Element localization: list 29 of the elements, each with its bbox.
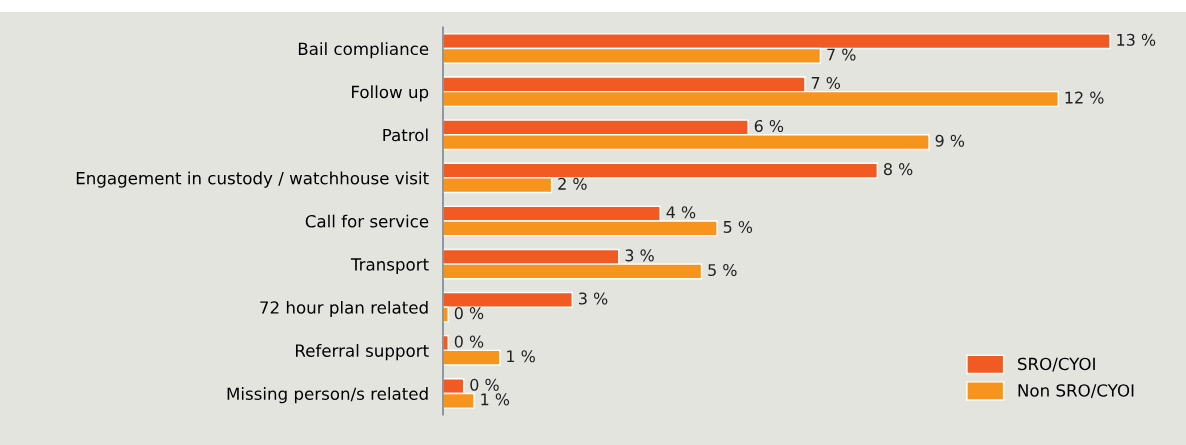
data-label: 7 %	[827, 48, 856, 61]
data-label: 7 %	[811, 76, 841, 89]
data-label: 8 %	[883, 163, 913, 176]
data-label: 0 %	[454, 307, 484, 320]
y-tick-label: Call for service	[305, 214, 429, 228]
y-tick-label: Transport	[350, 258, 429, 274]
y-tick-label: Referral support	[296, 344, 429, 361]
data-label: 0 %	[454, 335, 484, 348]
y-tick-label: Missing person/s related	[227, 387, 428, 404]
y-tick-label: Bail compliance	[298, 42, 429, 59]
legend-label: SRO/CYOI	[1018, 357, 1095, 372]
y-tick-label: Patrol	[383, 128, 428, 142]
data-label: 2 %	[558, 177, 587, 190]
data-label: 12 %	[1065, 91, 1104, 104]
data-label: 6 %	[754, 120, 784, 133]
data-label: 13 %	[1117, 33, 1156, 46]
legend-label: Non SRO/CYOI	[1018, 384, 1134, 399]
data-label: 0 %	[470, 378, 499, 391]
data-label: 5 %	[723, 220, 753, 233]
data-label: 1 %	[481, 393, 510, 406]
data-label: 4 %	[666, 206, 696, 219]
y-tick-label: Engagement in custody / watchhouse visit	[76, 171, 429, 188]
data-label: 3 %	[625, 249, 654, 262]
y-tick-label: Follow up	[352, 85, 429, 102]
y-tick-label: 72 hour plan related	[260, 300, 428, 318]
data-label: 5 %	[708, 263, 737, 277]
data-label: 9 %	[935, 134, 965, 147]
data-label: 1 %	[507, 350, 535, 363]
data-label: 3 %	[579, 292, 608, 305]
